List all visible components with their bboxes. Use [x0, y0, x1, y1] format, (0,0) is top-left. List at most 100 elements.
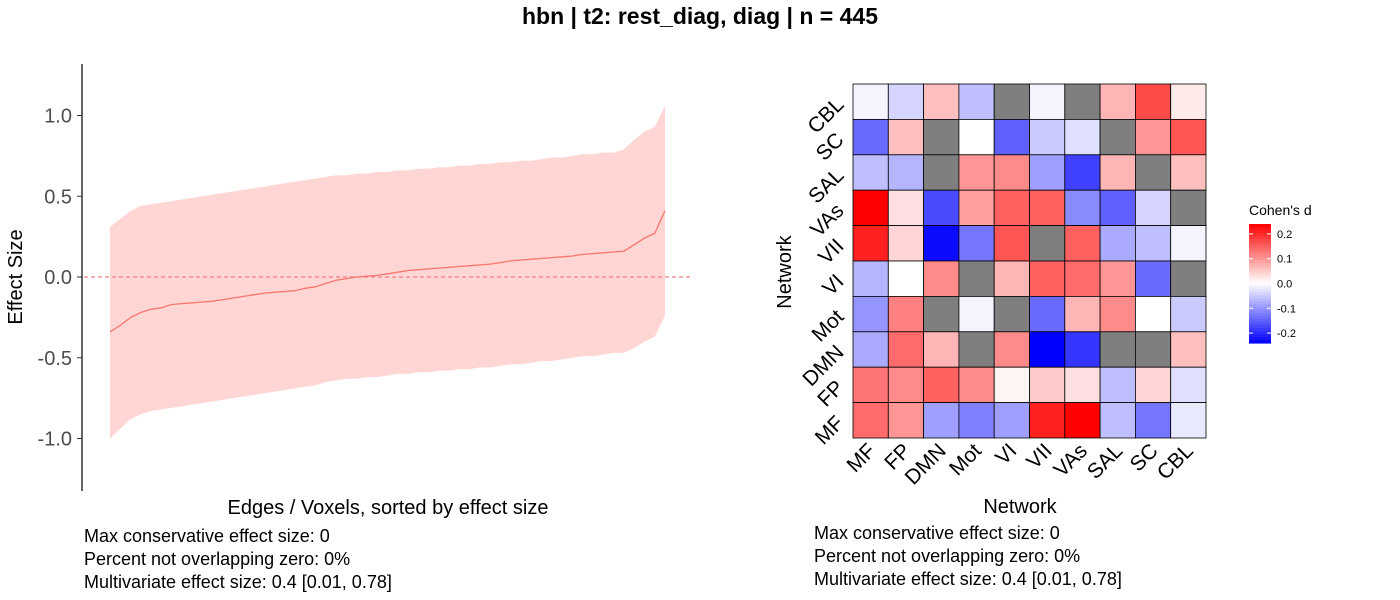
heatmap-cell — [887, 83, 924, 120]
heatmap-cell — [1135, 154, 1172, 191]
legend-color-step — [1249, 232, 1271, 237]
heatmap-cell — [1064, 402, 1101, 439]
heatmap-cell — [887, 189, 924, 226]
legend-title: Cohen's d — [1249, 202, 1312, 218]
heatmap-cell — [958, 189, 995, 226]
legend-color-step — [1249, 310, 1271, 314]
legend-color-step — [1249, 325, 1271, 329]
heatmap-cell — [852, 295, 889, 333]
heatmap-cell — [1029, 331, 1066, 368]
legend-color-step — [1249, 274, 1271, 279]
legend-color-step — [1249, 307, 1271, 311]
heatmap-cell — [1029, 295, 1066, 333]
heatmap-cell — [852, 119, 889, 156]
left-stats: Max conservative effect size: 0 Percent … — [84, 525, 392, 594]
legend-color-step — [1249, 337, 1271, 341]
legend-color-step — [1249, 224, 1271, 228]
heatmap-cell — [1135, 83, 1172, 120]
heatmap-cell — [923, 295, 960, 333]
heatmap-x-label: DMN — [901, 439, 951, 489]
heatmap-cell — [993, 154, 1030, 191]
heatmap-cell — [1099, 366, 1136, 404]
legend-color-step — [1249, 313, 1271, 317]
confidence-ribbon — [110, 105, 665, 439]
heatmap-cell — [852, 154, 889, 191]
heatmap-cell — [1099, 154, 1136, 191]
heatmap-cell — [852, 402, 889, 439]
legend-color-step — [1249, 277, 1271, 282]
heatmap-cell — [1064, 154, 1101, 191]
legend-color-step — [1249, 253, 1271, 258]
heatmap-cell — [1029, 154, 1066, 191]
right-stat-max: Max conservative effect size: 0 — [814, 523, 1060, 543]
heatmap-cell — [1135, 295, 1172, 333]
heatmap-cell — [1029, 119, 1066, 156]
x-axis-label: Edges / Voxels, sorted by effect size — [228, 497, 549, 519]
legend-color-step — [1249, 280, 1271, 285]
heatmap-cell — [1170, 295, 1207, 333]
legend-color-step — [1249, 262, 1271, 267]
heatmap-cell — [1170, 225, 1207, 262]
heatmap-cell — [993, 260, 1030, 297]
right-stat-multivariate: Multivariate effect size: 0.4 [0.01, 0.7… — [814, 569, 1122, 589]
heatmap-cell — [852, 331, 889, 368]
heatmap-cell — [887, 119, 924, 156]
legend-color-step — [1249, 301, 1271, 305]
heatmap-cell — [923, 119, 960, 156]
heatmap-cell — [958, 154, 995, 191]
y-tick-label: 0.5 — [44, 186, 72, 208]
heatmap-cell — [1099, 83, 1136, 120]
heatmap-x-label: VI — [991, 439, 1021, 469]
legend-color-step — [1249, 238, 1271, 243]
legend-color-step — [1249, 295, 1271, 299]
heatmap-x-label: SAL — [1083, 439, 1127, 483]
figure-title: hbn | t2: rest_diag, diag | n = 445 — [521, 3, 879, 29]
heatmap-cell — [887, 295, 924, 333]
heatmap-cell — [923, 225, 960, 262]
heatmap-cell — [958, 331, 995, 368]
legend-color-step — [1249, 292, 1271, 296]
heatmap-cell — [1029, 225, 1066, 262]
heatmap-cell — [923, 402, 960, 439]
heatmap-cell — [1135, 189, 1172, 226]
legend-tick-label: 0.2 — [1277, 229, 1292, 241]
heatmap-cell — [923, 83, 960, 120]
legend-color-step — [1249, 235, 1271, 240]
legend-color-step — [1249, 304, 1271, 308]
heatmap-cell — [923, 366, 960, 404]
heatmap-x-label: CBL — [1153, 439, 1198, 484]
heatmap-x-label: MF — [842, 439, 880, 477]
heatmap-cell — [1064, 119, 1101, 156]
heatmap-cell — [887, 225, 924, 262]
heatmap-cell — [1064, 295, 1101, 333]
y-tick-label: -0.5 — [38, 348, 72, 370]
heatmap-cell — [1099, 402, 1136, 439]
heatmap-y-label: VI — [818, 270, 848, 300]
legend-color-step — [1249, 316, 1271, 320]
heatmap-cell — [958, 402, 995, 439]
heatmap-cell — [1099, 260, 1136, 297]
legend-tick-label: 0.1 — [1277, 254, 1292, 266]
heatmap-y-label: VAs — [806, 199, 848, 241]
left-stat-percent: Percent not overlapping zero: 0% — [84, 549, 351, 569]
heatmap-cell — [1029, 189, 1066, 226]
heatmap-cell — [958, 225, 995, 262]
heatmap-cell — [887, 366, 924, 404]
right-stats: Max conservative effect size: 0 Percent … — [814, 522, 1122, 591]
heatmap-cell — [852, 225, 889, 262]
legend-tick-label: -0.2 — [1277, 328, 1296, 340]
legend-color-step — [1249, 286, 1271, 291]
legend-color-step — [1249, 241, 1271, 246]
legend-color-step — [1249, 256, 1271, 261]
heatmap-cell — [993, 189, 1030, 226]
heatmap-cell — [1029, 83, 1066, 120]
heatmap-cell — [852, 366, 889, 404]
legend-color-step — [1249, 271, 1271, 276]
heatmap-cell — [1170, 260, 1207, 297]
heatmap-cell — [1064, 260, 1101, 297]
left-stat-max: Max conservative effect size: 0 — [84, 526, 330, 546]
heatmap-cell — [958, 295, 995, 333]
heatmap-cell — [1099, 119, 1136, 156]
heatmap-cell — [887, 260, 924, 297]
